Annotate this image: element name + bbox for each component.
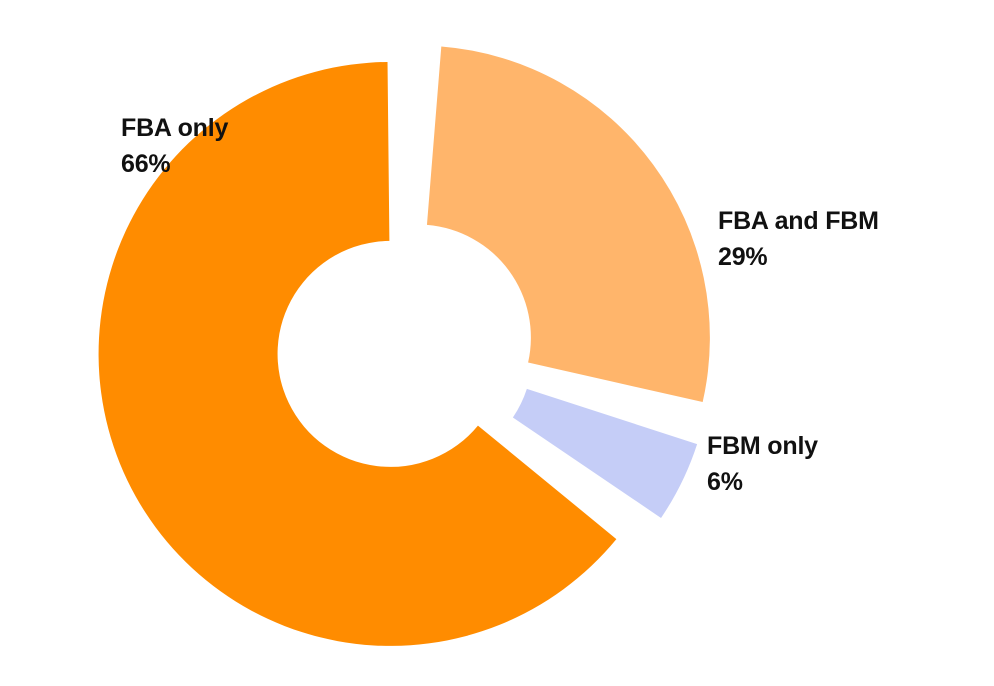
pie-label-fbm-only: FBM only 6% bbox=[707, 428, 818, 500]
pie-slice-fbm-only[interactable] bbox=[512, 388, 698, 518]
pie-slice-fba-only[interactable] bbox=[98, 61, 617, 646]
pie-label-fba-only-percent: 66% bbox=[121, 150, 171, 178]
pie-label-fbm-only-name: FBM only bbox=[707, 432, 818, 460]
pie-label-fba-and-fbm-percent: 29% bbox=[718, 243, 768, 271]
pie-label-fbm-only-percent: 6% bbox=[707, 468, 743, 496]
pie-label-fba-and-fbm: FBA and FBM 29% bbox=[718, 203, 879, 275]
donut-slices bbox=[98, 46, 710, 646]
pie-label-fba-only: FBA only 66% bbox=[121, 110, 228, 182]
pie-slice-fba-and-fbm[interactable] bbox=[426, 46, 710, 403]
pie-label-fba-and-fbm-name: FBA and FBM bbox=[718, 207, 879, 235]
pie-label-fba-only-name: FBA only bbox=[121, 114, 229, 142]
